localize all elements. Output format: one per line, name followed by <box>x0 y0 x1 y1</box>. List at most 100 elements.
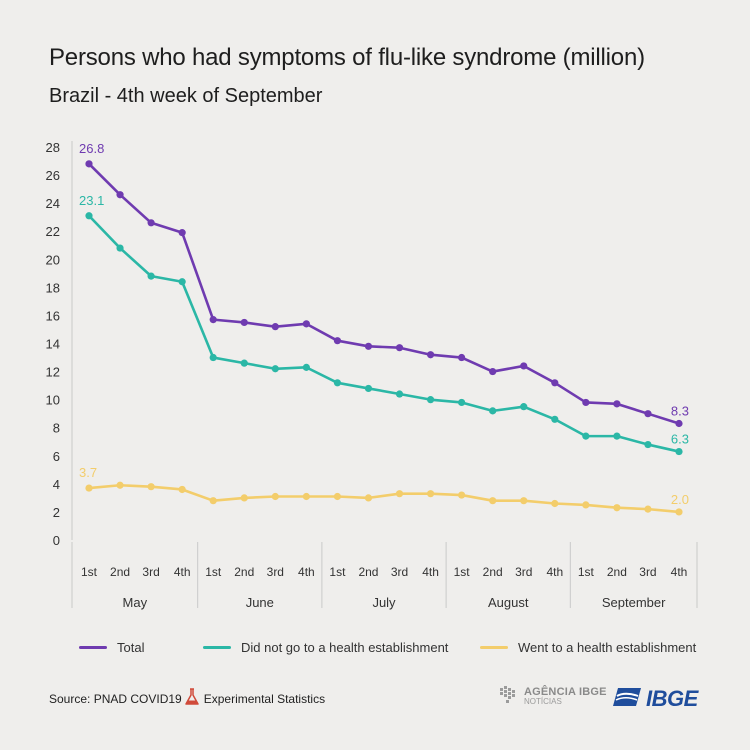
legend-swatch-went <box>480 646 508 649</box>
x-group-label: August <box>488 595 529 610</box>
data-point-2 <box>644 505 652 513</box>
data-point-1 <box>85 212 93 220</box>
data-point-0 <box>116 191 124 199</box>
x-tick-label: 3rd <box>515 565 532 579</box>
data-point-1 <box>489 407 497 415</box>
y-tick-label: 6 <box>53 449 60 464</box>
data-point-0 <box>644 410 652 418</box>
data-point-0 <box>271 323 279 331</box>
data-label: 8.3 <box>671 404 689 419</box>
data-point-2 <box>520 497 528 505</box>
data-point-2 <box>178 485 186 494</box>
chart-title: Persons who had symptoms of flu-like syn… <box>49 44 645 71</box>
data-point-0 <box>302 320 310 328</box>
data-point-1 <box>426 396 435 404</box>
data-point-2 <box>613 504 621 512</box>
x-tick-label: 3rd <box>639 565 656 579</box>
data-point-1 <box>613 432 621 440</box>
x-group-label: May <box>123 595 148 610</box>
x-group-label: July <box>372 595 396 610</box>
data-point-2 <box>333 492 342 501</box>
data-point-1 <box>395 390 404 398</box>
data-point-1 <box>178 278 186 286</box>
data-point-2 <box>240 494 248 502</box>
data-point-1 <box>147 272 155 280</box>
data-point-1 <box>551 415 559 423</box>
source-footer: Source: PNAD COVID19 Experimental Statis… <box>49 688 325 709</box>
x-tick-label: 1st <box>454 565 471 579</box>
agencia-logo-icon <box>498 684 520 709</box>
data-point-2 <box>364 494 373 502</box>
legend-label-did-not-go: Did not go to a health establishment <box>241 640 449 655</box>
y-tick-label: 12 <box>46 365 60 380</box>
chart-subtitle: Brazil - 4th week of September <box>49 85 323 107</box>
x-tick-label: 2nd <box>358 565 378 579</box>
y-tick-label: 22 <box>46 224 60 239</box>
series-line-2 <box>87 483 681 514</box>
x-tick-label: 4th <box>298 565 315 579</box>
ibge-logo: IBGE <box>612 686 698 712</box>
data-point-0 <box>489 367 497 376</box>
y-tick-label: 18 <box>46 280 60 295</box>
data-label: 3.7 <box>79 465 97 480</box>
data-point-0 <box>613 400 621 408</box>
data-point-2 <box>271 492 279 501</box>
data-point-1 <box>302 363 310 371</box>
data-point-1 <box>520 403 528 411</box>
data-point-2 <box>675 508 683 516</box>
legend-item-total: Total <box>79 640 144 655</box>
x-tick-label: 2nd <box>110 565 130 579</box>
data-point-2 <box>302 492 310 501</box>
legend-label-went: Went to a health establishment <box>518 640 697 655</box>
x-tick-label: 4th <box>671 565 688 579</box>
x-tick-label: 2nd <box>483 565 503 579</box>
y-tick-label: 8 <box>53 421 60 436</box>
x-tick-label: 2nd <box>234 565 254 579</box>
data-point-0 <box>551 379 559 387</box>
data-point-2 <box>582 501 590 509</box>
data-point-2 <box>116 481 124 489</box>
data-point-0 <box>333 337 342 345</box>
data-point-0 <box>520 362 528 370</box>
data-point-2 <box>85 484 93 492</box>
data-point-0 <box>582 398 590 407</box>
y-tick-label: 0 <box>53 533 60 548</box>
data-point-2 <box>426 490 435 498</box>
data-point-1 <box>644 440 652 449</box>
x-tick-label: 4th <box>546 565 563 579</box>
data-point-0 <box>364 342 373 350</box>
y-tick-label: 10 <box>46 393 60 408</box>
agencia-subtitle: NOTÍCIAS <box>524 696 562 706</box>
data-point-0 <box>395 344 404 352</box>
data-point-2 <box>458 491 466 499</box>
x-tick-label: 3rd <box>391 565 408 579</box>
legend-item-did-not-go: Did not go to a health establishment <box>203 640 448 655</box>
y-tick-label: 28 <box>46 140 60 155</box>
legend-label-total: Total <box>117 640 145 655</box>
data-point-2 <box>209 497 217 505</box>
data-point-0 <box>209 316 217 324</box>
legend-swatch-total <box>79 646 107 649</box>
series-line-1 <box>87 214 681 453</box>
y-tick-label: 2 <box>53 505 60 520</box>
data-point-0 <box>85 160 93 168</box>
data-label: 26.8 <box>79 141 104 156</box>
y-tick-label: 4 <box>53 477 60 492</box>
x-tick-label: 1st <box>329 565 346 579</box>
data-point-2 <box>395 490 404 498</box>
flask-icon <box>184 688 200 709</box>
data-point-2 <box>489 497 497 505</box>
data-point-0 <box>458 353 466 362</box>
y-tick-label: 26 <box>46 168 60 183</box>
x-tick-label: 1st <box>81 565 98 579</box>
data-point-1 <box>458 398 466 407</box>
x-tick-label: 1st <box>205 565 222 579</box>
data-point-0 <box>240 318 248 327</box>
x-tick-label: 3rd <box>267 565 284 579</box>
data-point-1 <box>271 365 279 373</box>
series-line-0 <box>87 162 681 425</box>
x-group-label: June <box>246 595 274 610</box>
agencia-ibge-logo: AGÊNCIA IBGE NOTÍCIAS <box>498 684 607 709</box>
data-point-0 <box>426 351 435 359</box>
